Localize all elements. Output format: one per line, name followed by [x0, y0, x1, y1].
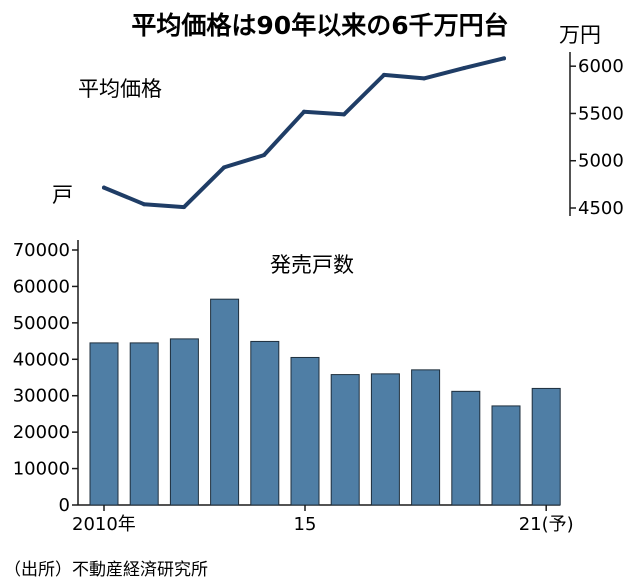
- sales-bar: [89, 342, 119, 506]
- sales-bar: [370, 373, 400, 506]
- price-point: [102, 185, 106, 190]
- price-line-chart: 万円 平均価格 戸 4500 5000 5500 6000: [52, 23, 624, 219]
- sales-bar: [210, 298, 240, 506]
- price-series-suffix: 戸: [52, 183, 73, 207]
- price-point: [222, 165, 226, 170]
- sales-bar-chart: 発売戸数 0 10000 20000 30000 40000 50000 60000 7000…: [13, 240, 574, 535]
- sales-bar: [330, 374, 360, 506]
- sales-bar: [491, 405, 521, 506]
- price-point: [262, 153, 266, 158]
- sales-xtick-label: 2010年: [72, 514, 136, 535]
- sales-bar: [250, 340, 280, 506]
- sales-tick-label: 30000: [13, 386, 70, 407]
- source-note: （出所）不動産経済研究所: [4, 560, 208, 580]
- sales-tick-label: 10000: [13, 459, 70, 480]
- sales-bar: [129, 342, 159, 506]
- price-axis-unit: 万円: [559, 23, 601, 47]
- sales-bar: [169, 338, 199, 506]
- price-line: [102, 56, 506, 210]
- chart-title: 平均価格は90年以来の6千万円台: [131, 11, 508, 40]
- price-tick-label: 5500: [578, 103, 624, 124]
- sales-bar: [451, 390, 481, 506]
- sales-tick-label: 0: [59, 495, 70, 516]
- sales-bar: [531, 387, 561, 506]
- price-tick-label: 4500: [578, 198, 624, 219]
- sales-tick-label: 40000: [13, 349, 70, 370]
- sales-tick-label: 50000: [13, 313, 70, 334]
- price-point: [142, 202, 146, 207]
- price-point: [462, 66, 466, 71]
- price-tick-label: 5000: [578, 151, 624, 172]
- price-tick-label: 6000: [578, 56, 624, 77]
- sales-series-label: 発売戸数: [270, 253, 354, 277]
- price-point: [342, 112, 346, 117]
- price-point: [182, 205, 186, 210]
- price-series-label: 平均価格: [78, 77, 162, 101]
- sales-tick-label: 20000: [13, 422, 70, 443]
- sales-tick-label: 70000: [13, 240, 70, 261]
- sales-tick-label: 60000: [13, 276, 70, 297]
- price-point: [502, 56, 506, 61]
- sales-bar: [290, 356, 320, 506]
- price-point: [422, 76, 426, 81]
- sales-bar: [411, 369, 441, 506]
- price-point: [302, 109, 306, 114]
- sales-xtick-label: 15: [294, 514, 317, 535]
- sales-xtick-label: 21(予): [519, 514, 574, 535]
- price-point: [382, 72, 386, 77]
